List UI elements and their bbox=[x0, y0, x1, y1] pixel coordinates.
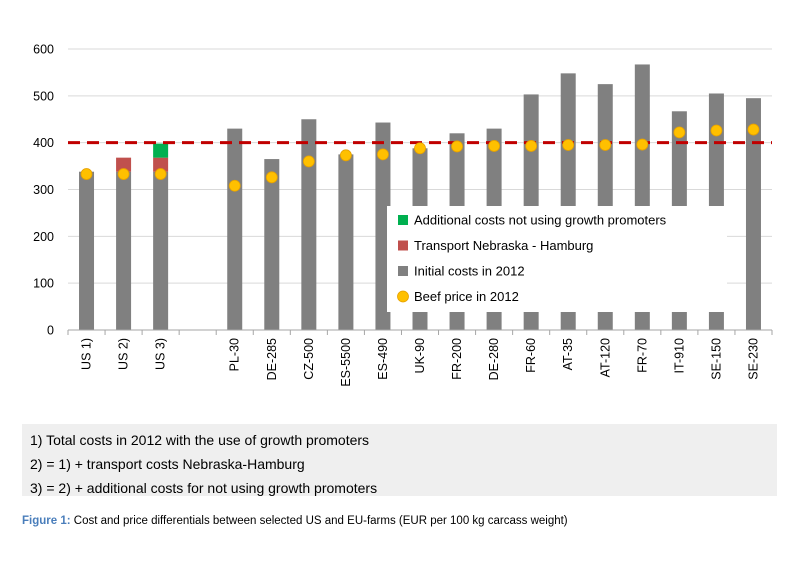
price-point bbox=[154, 168, 167, 180]
figure-label: Figure 1: bbox=[22, 515, 71, 527]
cost-price-chart: 0 100 200 300 400 500 600 US 1) US 2) US 3) PL-30… bbox=[33, 43, 773, 387]
x-category-label: FR-70 bbox=[635, 338, 649, 373]
legend-label: Transport Nebraska - Hamburg bbox=[414, 238, 593, 253]
legend-swatch bbox=[398, 215, 408, 225]
x-category-label: DE-280 bbox=[487, 338, 501, 380]
legend: Additional costs not using growth promot… bbox=[387, 206, 727, 312]
bar-segment bbox=[338, 154, 354, 330]
x-category-label: FR-60 bbox=[524, 338, 538, 373]
price-point bbox=[562, 139, 575, 151]
y-tick-label: 300 bbox=[33, 183, 54, 197]
y-tick-label: 100 bbox=[33, 277, 54, 291]
legend-box bbox=[387, 206, 727, 312]
x-category-label: ES-490 bbox=[376, 338, 390, 380]
bar-segment bbox=[153, 143, 169, 158]
price-point bbox=[673, 126, 686, 139]
footnote-3: 3) = 2) + additional costs for not using… bbox=[30, 480, 378, 496]
x-category-label: AT-35 bbox=[561, 338, 575, 370]
price-point bbox=[228, 179, 241, 192]
x-category-label: PL-30 bbox=[228, 338, 242, 371]
legend-label: Beef price in 2012 bbox=[414, 289, 519, 304]
price-point bbox=[525, 140, 538, 152]
y-tick-label: 400 bbox=[33, 136, 54, 150]
price-point bbox=[377, 148, 389, 161]
price-point bbox=[636, 138, 649, 151]
x-category-label: US 2) bbox=[117, 338, 131, 370]
price-point bbox=[80, 168, 93, 180]
price-point bbox=[302, 155, 315, 168]
legend-marker bbox=[397, 290, 409, 303]
legend-swatch bbox=[398, 266, 408, 276]
bar-segment bbox=[116, 157, 132, 172]
price-point bbox=[339, 149, 352, 162]
price-point bbox=[599, 139, 612, 151]
footnote-1: 1) Total costs in 2012 with the use of g… bbox=[30, 432, 370, 448]
y-tick-label: 500 bbox=[33, 89, 54, 103]
x-category-label: CZ-500 bbox=[302, 338, 316, 380]
footnote-2: 2) = 1) + transport costs Nebraska-Hambu… bbox=[30, 456, 305, 472]
x-category-label: AT-120 bbox=[598, 338, 612, 377]
bar-segment bbox=[116, 171, 132, 330]
x-category-label: DE-285 bbox=[265, 338, 279, 380]
footnotes-box: 1) Total costs in 2012 with the use of g… bbox=[22, 424, 777, 496]
price-point bbox=[747, 123, 760, 136]
price-points bbox=[80, 123, 760, 192]
bar-segment bbox=[227, 128, 243, 330]
bar-segment bbox=[745, 98, 761, 330]
bar-segment bbox=[301, 119, 317, 330]
y-tick-label: 600 bbox=[33, 43, 54, 57]
y-tick-label: 200 bbox=[33, 230, 54, 244]
figure-caption-text: Cost and price differentials between sel… bbox=[70, 515, 568, 527]
figure-caption: Figure 1: Cost and price differentials b… bbox=[22, 515, 568, 527]
price-point bbox=[710, 124, 723, 137]
x-axis: US 1) US 2) US 3) PL-30 DE-285 CZ-500 ES-5500 E… bbox=[67, 329, 773, 387]
legend-label: Additional costs not using growth promot… bbox=[414, 213, 667, 228]
bar-segment bbox=[264, 159, 280, 330]
price-point bbox=[265, 171, 278, 184]
price-point bbox=[414, 142, 426, 155]
legend-swatch bbox=[398, 240, 408, 251]
bar-segment bbox=[153, 157, 169, 172]
bar-segment bbox=[375, 122, 391, 330]
price-point bbox=[488, 140, 501, 152]
price-point bbox=[451, 140, 463, 153]
x-category-label: ES-5500 bbox=[339, 338, 353, 387]
y-axis: 0 100 200 300 400 500 600 bbox=[33, 43, 54, 338]
x-category-label: US 3) bbox=[154, 338, 168, 370]
x-category-label: SE-150 bbox=[709, 338, 723, 380]
x-category-label: IT-910 bbox=[672, 338, 686, 373]
bar-segment bbox=[79, 171, 95, 330]
y-tick-label: 0 bbox=[47, 324, 54, 338]
x-category-label: FR-200 bbox=[450, 338, 464, 380]
bar-segment bbox=[153, 171, 169, 330]
price-point bbox=[117, 168, 130, 180]
legend-label: Initial costs in 2012 bbox=[414, 264, 525, 279]
x-category-label: US 1) bbox=[80, 338, 94, 370]
x-category-label: UK-90 bbox=[413, 338, 427, 373]
x-category-label: SE-230 bbox=[746, 338, 760, 380]
